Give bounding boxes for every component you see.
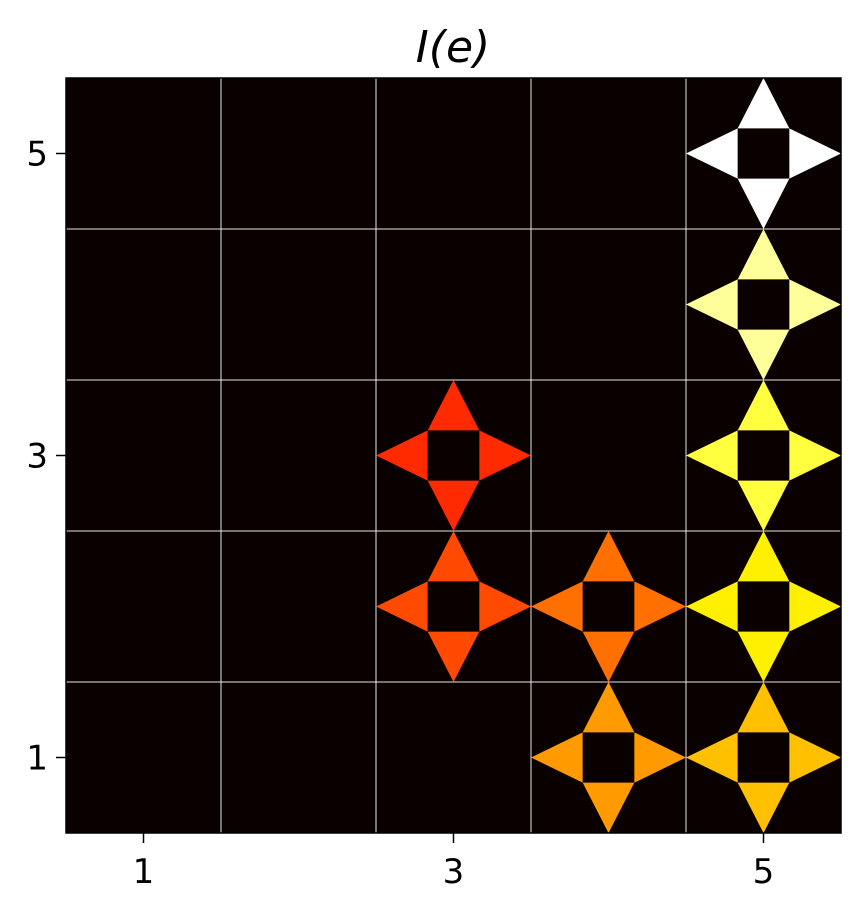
star-triangle <box>427 631 480 682</box>
axes: 1 3 5 1 3 5 <box>26 77 842 892</box>
star-triangle <box>376 430 428 481</box>
star-triangle <box>479 581 531 632</box>
star-triangle <box>737 631 790 682</box>
star-triangle <box>376 581 428 632</box>
star-triangle <box>737 178 790 229</box>
star-triangle <box>789 732 841 783</box>
star-triangle <box>737 531 790 582</box>
star-triangle <box>686 128 738 179</box>
star-triangle <box>531 581 583 632</box>
star-triangle <box>582 531 635 582</box>
x-tick-label: 3 <box>443 852 465 892</box>
star-triangle <box>582 631 635 682</box>
y-tick-label: 1 <box>26 739 48 779</box>
star-triangle <box>737 229 790 280</box>
heatmap-cell <box>376 531 531 682</box>
star-triangle <box>789 430 841 481</box>
star-triangle <box>634 581 686 632</box>
star-triangle <box>737 78 790 129</box>
heatmap-cell <box>686 229 841 380</box>
heatmap-cell <box>531 531 686 682</box>
star-triangle <box>531 732 583 783</box>
x-tick-label: 5 <box>753 852 775 892</box>
star-triangle <box>686 279 738 330</box>
star-triangle <box>686 430 738 481</box>
star-triangle <box>427 480 480 531</box>
star-triangle <box>737 480 790 531</box>
heatmap-cell <box>686 682 841 833</box>
star-triangle <box>427 531 480 582</box>
heatmap-cell <box>531 682 686 833</box>
star-triangle <box>737 329 790 380</box>
chart-title: I(e) <box>416 22 490 73</box>
chart-marks <box>376 78 841 833</box>
star-triangle <box>737 782 790 833</box>
star-triangle <box>427 380 480 431</box>
star-triangle <box>479 430 531 481</box>
star-triangle <box>737 682 790 733</box>
star-triangle <box>686 732 738 783</box>
heatmap-cell <box>376 380 531 531</box>
y-tick-label: 3 <box>26 437 48 477</box>
x-tick-label: 1 <box>133 852 155 892</box>
star-triangle <box>686 581 738 632</box>
heatmap-cell <box>686 531 841 682</box>
star-triangle <box>789 279 841 330</box>
y-tick-label: 5 <box>26 135 48 175</box>
star-triangle <box>789 128 841 179</box>
star-triangle <box>789 581 841 632</box>
star-triangle <box>582 682 635 733</box>
star-triangle <box>737 380 790 431</box>
star-triangle <box>582 782 635 833</box>
heatmap-cell <box>686 78 841 229</box>
star-triangle <box>634 732 686 783</box>
heatmap-cell <box>686 380 841 531</box>
